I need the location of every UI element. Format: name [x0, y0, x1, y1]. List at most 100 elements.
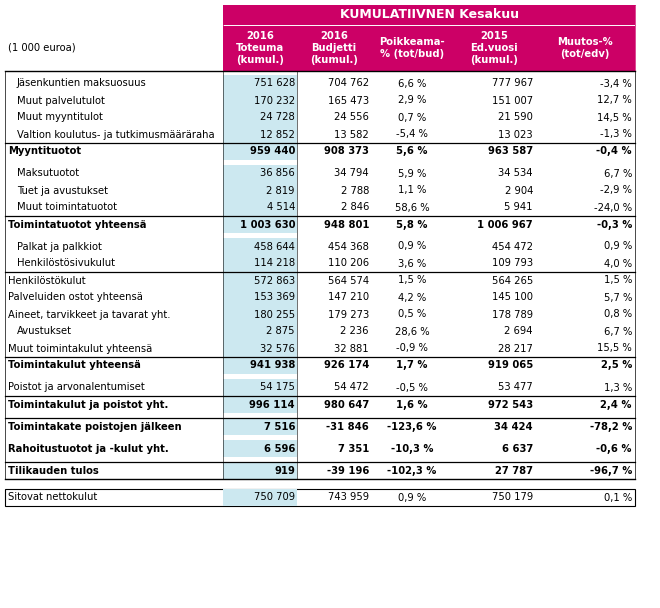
Text: 178 789: 178 789 [492, 309, 533, 319]
Text: 1,5 %: 1,5 % [604, 275, 632, 286]
Text: Toimintakulut yhteensä: Toimintakulut yhteensä [8, 361, 141, 370]
Text: 165 473: 165 473 [328, 95, 369, 106]
Text: 14,5 %: 14,5 % [597, 112, 632, 122]
Text: -102,3 %: -102,3 % [387, 466, 437, 475]
Text: 180 255: 180 255 [254, 309, 295, 319]
Bar [223, 357, 297, 374]
Bar [223, 396, 297, 413]
Text: 21 590: 21 590 [498, 112, 533, 122]
Text: 7 516: 7 516 [263, 421, 295, 432]
Bar [223, 340, 297, 357]
Text: 36 856: 36 856 [260, 168, 295, 179]
Text: -10,3 %: -10,3 % [391, 443, 433, 454]
Text: Muut toimintakulut yhteensä: Muut toimintakulut yhteensä [8, 344, 152, 353]
Text: Muut palvelutulot: Muut palvelutulot [17, 95, 105, 106]
Text: 32 576: 32 576 [260, 344, 295, 353]
Text: Tuet ja avustukset: Tuet ja avustukset [17, 185, 108, 196]
Text: Poistot ja arvonalentumiset: Poistot ja arvonalentumiset [8, 382, 145, 393]
Text: 959 440: 959 440 [249, 147, 295, 156]
Text: -31 846: -31 846 [326, 421, 369, 432]
Text: 54 175: 54 175 [260, 382, 295, 393]
Text: 2 236: 2 236 [341, 326, 369, 336]
Text: 972 543: 972 543 [488, 399, 533, 410]
Text: 6 637: 6 637 [502, 443, 533, 454]
Bar [223, 199, 297, 216]
Text: 34 534: 34 534 [498, 168, 533, 179]
Text: 458 644: 458 644 [254, 241, 295, 252]
Text: -123,6 %: -123,6 % [387, 421, 437, 432]
Text: (1 000 euroa): (1 000 euroa) [8, 43, 76, 53]
Text: 147 210: 147 210 [328, 292, 369, 303]
Text: 941 938: 941 938 [249, 361, 295, 370]
Text: 170 232: 170 232 [254, 95, 295, 106]
Text: 4,2 %: 4,2 % [398, 292, 426, 303]
Text: Palveluiden ostot yhteensä: Palveluiden ostot yhteensä [8, 292, 143, 303]
Bar [223, 440, 297, 457]
Text: -78,2 %: -78,2 % [589, 421, 632, 432]
Text: 7 351: 7 351 [338, 443, 369, 454]
Text: Tilikauden tulos: Tilikauden tulos [8, 466, 99, 475]
Bar [223, 216, 297, 233]
Text: Toimintatuotot yhteensä: Toimintatuotot yhteensä [8, 219, 147, 229]
Bar [223, 75, 297, 92]
Text: 919 065: 919 065 [488, 361, 533, 370]
Text: Jäsenkuntien maksuosuus: Jäsenkuntien maksuosuus [17, 78, 147, 89]
Text: 12,7 %: 12,7 % [597, 95, 632, 106]
Text: 6,6 %: 6,6 % [398, 78, 426, 89]
Text: 0,1 %: 0,1 % [604, 492, 632, 502]
Text: -0,5 %: -0,5 % [396, 382, 428, 393]
Text: 1,1 %: 1,1 % [398, 185, 426, 196]
Text: 5,6 %: 5,6 % [396, 147, 428, 156]
Text: Myyntituotot: Myyntituotot [8, 147, 81, 156]
Text: 1,3 %: 1,3 % [604, 382, 632, 393]
Text: 572 863: 572 863 [254, 275, 295, 286]
Text: 1,6 %: 1,6 % [396, 399, 428, 410]
Text: 2016
Toteuma
(kumul.): 2016 Toteuma (kumul.) [236, 31, 284, 65]
Text: 53 477: 53 477 [498, 382, 533, 393]
Text: KUMULATIIVNEN Kesakuu: KUMULATIIVNEN Kesakuu [339, 9, 519, 21]
Text: 153 369: 153 369 [254, 292, 295, 303]
Text: Henkilöstösivukulut: Henkilöstösivukulut [17, 258, 115, 269]
Text: 564 265: 564 265 [492, 275, 533, 286]
Bar [223, 165, 297, 182]
Text: 1 003 630: 1 003 630 [240, 219, 295, 229]
Text: 32 881: 32 881 [335, 344, 369, 353]
Text: 2 694: 2 694 [504, 326, 533, 336]
Bar [223, 323, 297, 340]
Text: 3,6 %: 3,6 % [398, 258, 426, 269]
Bar [223, 126, 297, 143]
Bar [223, 182, 297, 199]
Text: 2,9 %: 2,9 % [398, 95, 426, 106]
Text: 179 273: 179 273 [328, 309, 369, 319]
Text: 6 596: 6 596 [263, 443, 295, 454]
Text: 34 794: 34 794 [335, 168, 369, 179]
Bar [223, 379, 297, 396]
Text: 2 788: 2 788 [341, 185, 369, 196]
Text: Sitovat nettokulut: Sitovat nettokulut [8, 492, 97, 502]
Text: Muutos-%
(tot/edv): Muutos-% (tot/edv) [557, 37, 613, 59]
Text: -0,3 %: -0,3 % [597, 219, 632, 229]
Text: 454 472: 454 472 [492, 241, 533, 252]
Text: 2 819: 2 819 [267, 185, 295, 196]
Text: 2016
Budjetti
(kumul.): 2016 Budjetti (kumul.) [310, 31, 358, 65]
Text: 110 206: 110 206 [328, 258, 369, 269]
Text: 1,7 %: 1,7 % [396, 361, 428, 370]
Text: 54 472: 54 472 [334, 382, 369, 393]
Text: 751 628: 751 628 [253, 78, 295, 89]
Text: 0,7 %: 0,7 % [398, 112, 426, 122]
Text: 996 114: 996 114 [249, 399, 295, 410]
Text: Toimintakate poistojen jälkeen: Toimintakate poistojen jälkeen [8, 421, 182, 432]
Text: Henkilöstökulut: Henkilöstökulut [8, 275, 86, 286]
Text: 58,6 %: 58,6 % [395, 202, 429, 213]
Text: 2 846: 2 846 [341, 202, 369, 213]
Text: 919: 919 [274, 466, 295, 475]
Text: 28 217: 28 217 [498, 344, 533, 353]
Text: 963 587: 963 587 [488, 147, 533, 156]
Text: 5 941: 5 941 [504, 202, 533, 213]
Bar [223, 272, 297, 289]
Text: 0,9 %: 0,9 % [604, 241, 632, 252]
Text: 564 574: 564 574 [328, 275, 369, 286]
Text: 2,4 %: 2,4 % [601, 399, 632, 410]
Text: Palkat ja palkkiot: Palkat ja palkkiot [17, 241, 102, 252]
Bar [223, 238, 297, 255]
